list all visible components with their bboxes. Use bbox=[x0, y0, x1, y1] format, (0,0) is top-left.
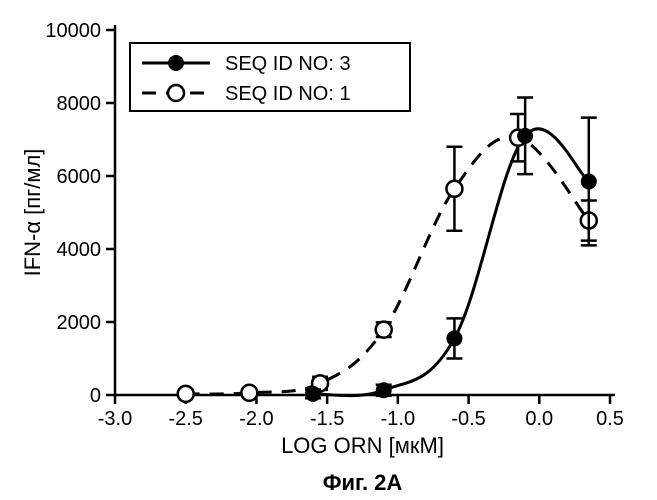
data-point bbox=[446, 181, 462, 197]
figure-container: 0 2000 4000 6000 8000 10000 -3.0 -2.5 -2.0 -1.5 -1… bbox=[0, 0, 657, 500]
x-tick-label: 0.5 bbox=[596, 408, 624, 430]
axes bbox=[115, 25, 615, 395]
series-curve bbox=[313, 129, 589, 396]
y-tick-label: 2000 bbox=[57, 312, 102, 334]
y-tick-label: 6000 bbox=[57, 166, 102, 188]
y-tick-label: 0 bbox=[90, 385, 101, 407]
y-axis-title: IFN-α [пг/мл] bbox=[20, 149, 45, 277]
data-point bbox=[582, 174, 596, 188]
chart-svg: 0 2000 4000 6000 8000 10000 -3.0 -2.5 -2.0 -1.5 -1… bbox=[0, 0, 657, 500]
y-tick-label: 4000 bbox=[57, 239, 102, 261]
data-point bbox=[376, 322, 392, 338]
legend-label: SEQ ID NO: 3 bbox=[225, 53, 351, 75]
y-tick-label: 8000 bbox=[57, 93, 102, 115]
x-tick-label: -0.5 bbox=[451, 408, 485, 430]
data-point bbox=[241, 385, 257, 401]
x-tick-label: -2.5 bbox=[168, 408, 202, 430]
legend-marker bbox=[169, 56, 183, 70]
data-point bbox=[306, 387, 320, 401]
data-point bbox=[377, 383, 391, 397]
y-tick-label: 10000 bbox=[45, 20, 101, 42]
legend-marker bbox=[168, 85, 184, 101]
data-point bbox=[447, 331, 461, 345]
x-tick-label: -1.5 bbox=[310, 408, 344, 430]
data-point bbox=[178, 386, 194, 402]
x-axis-title: LOG ORN [мкМ] bbox=[281, 433, 444, 458]
x-tick-label: 0.0 bbox=[525, 408, 553, 430]
data-point bbox=[518, 129, 532, 143]
figure-caption: Фиг. 2А bbox=[323, 470, 403, 495]
x-tick-label: -1.0 bbox=[381, 408, 415, 430]
x-tick-label: -2.0 bbox=[239, 408, 273, 430]
legend-label: SEQ ID NO: 1 bbox=[225, 83, 351, 105]
x-tick-label: -3.0 bbox=[98, 408, 132, 430]
